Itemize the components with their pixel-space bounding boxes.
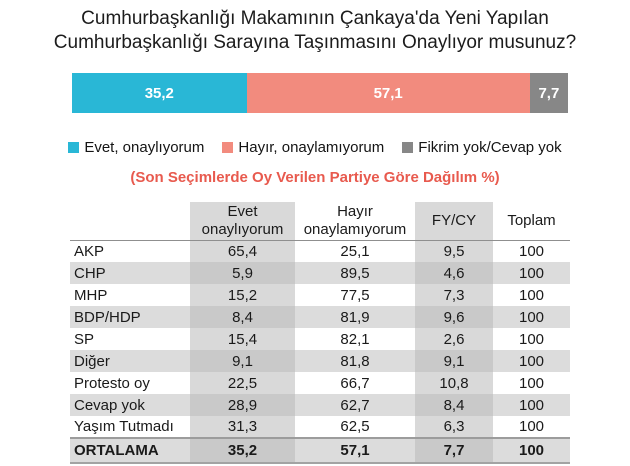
legend-swatch-icon (222, 142, 234, 153)
column-header: Hayır onaylamıyorum (295, 202, 415, 241)
cell-value: 65,4 (190, 240, 295, 262)
table-row: Protesto oy 22,5 66,7 10,8 100 (70, 372, 570, 394)
cell-value: 100 (518, 242, 545, 260)
cell-value: 31,3 (190, 416, 295, 438)
row-label: Diğer (70, 350, 190, 372)
cell-value: 8,4 (415, 394, 493, 416)
legend-swatch-icon (68, 142, 80, 153)
column-header: Toplam (493, 202, 570, 241)
results-table: Evet onaylıyorum Hayır onaylamıyorum FY/CY… (70, 202, 570, 464)
page-title-line1: Cumhurbaşkanlığı Makamının Çankaya'da Ye… (81, 8, 549, 29)
legend: Evet, onaylıyorum Hayır, onaylamıyorum Fik… (0, 139, 630, 156)
cell-value: 8,4 (190, 306, 295, 328)
bar-segment-fikrim-yok: 7,7 (529, 73, 568, 113)
table-row-total: ORTALAMA 35,2 57,1 7,7 100 (70, 437, 570, 464)
cell-value: 2,6 (415, 328, 493, 350)
row-label: BDP/HDP (70, 306, 190, 328)
legend-item-fikrim-yok: Fikrim yok/Cevap yok (402, 139, 562, 156)
cell-value: 62,7 (295, 394, 415, 416)
table-row: MHP 15,2 77,5 7,3 100 (70, 284, 570, 306)
legend-label: Evet, onaylıyorum (84, 139, 205, 156)
bar-value-label: 35,2 (144, 84, 174, 102)
row-label: Yaşım Tutmadı (74, 418, 174, 435)
bar-segment-hayir: 57,1 (246, 73, 530, 113)
cell-value: 77,5 (340, 286, 370, 304)
cell-value: 89,5 (295, 262, 415, 284)
legend-label: Fikrim yok/Cevap yok (418, 139, 562, 156)
cell-value: 9,1 (415, 350, 493, 372)
cell-value: 81,9 (295, 306, 415, 328)
legend-item-evet: Evet, onaylıyorum (68, 139, 204, 156)
column-header (70, 202, 190, 241)
row-label: MHP (74, 286, 108, 304)
cell-value: 6,3 (415, 416, 493, 438)
cell-value: 22,5 (190, 372, 295, 394)
cell-value: 100 (518, 374, 545, 392)
table-header-row: Evet onaylıyorum Hayır onaylamıyorum FY/CY… (70, 202, 570, 241)
column-header: FY/CY (415, 202, 493, 241)
cell-value: 100 (518, 330, 545, 348)
row-label: CHP (70, 262, 190, 284)
cell-value: 9,6 (415, 306, 493, 328)
cell-value: 100 (518, 286, 545, 304)
cell-value: 7,3 (415, 284, 493, 306)
legend-item-hayir: Hayır, onaylamıyorum (222, 139, 384, 156)
row-label: Protesto oy (74, 374, 150, 392)
column-header: Evet onaylıyorum (190, 202, 295, 241)
row-label: Cevap yok (70, 394, 190, 416)
page-title: Cumhurbaşkanlığı Makamının Çankaya'da Ye… (0, 7, 630, 55)
page-title-line2: Cumhurbaşkanlığı Sarayına Taşınmasını On… (53, 32, 577, 53)
table-row: Diğer 9,1 81,8 9,1 100 (70, 350, 570, 372)
stacked-bar: 35,2 57,1 7,7 (72, 73, 568, 113)
cell-value: 28,9 (190, 394, 295, 416)
cell-value: 100 (493, 350, 570, 372)
table-row: CHP 5,9 89,5 4,6 100 (70, 262, 570, 284)
cell-value: 9,1 (190, 350, 295, 372)
bar-value-label: 57,1 (373, 84, 403, 102)
table-row: SP 15,4 82,1 2,6 100 (70, 328, 570, 350)
table-row: Cevap yok 28,9 62,7 8,4 100 (70, 394, 570, 416)
row-label: AKP (74, 242, 105, 260)
bar-segment-evet: 35,2 (72, 73, 247, 113)
cell-value: 82,1 (340, 330, 370, 348)
table-row: BDP/HDP 8,4 81,9 9,6 100 (70, 306, 570, 328)
cell-value: 66,7 (340, 374, 370, 392)
legend-label: Hayır, onaylamıyorum (238, 139, 385, 156)
bar-value-label: 7,7 (538, 84, 560, 102)
cell-value: 25,1 (340, 242, 370, 260)
cell-value: 100 (493, 394, 570, 416)
cell-value: 100 (518, 418, 545, 435)
table-row: Yaşım Tutmadı 31,3 62,5 6,3 100 (70, 416, 570, 438)
cell-value: 15,4 (190, 328, 295, 350)
legend-swatch-icon (402, 142, 414, 153)
cell-value: 10,8 (415, 372, 493, 394)
results-table-wrap: Evet onaylıyorum Hayır onaylamıyorum FY/CY… (70, 202, 570, 464)
cell-value: 7,7 (415, 437, 493, 464)
row-label: SP (74, 330, 95, 348)
cell-value: 62,5 (340, 418, 370, 435)
cell-value: 5,9 (190, 262, 295, 284)
table-row: AKP 65,4 25,1 9,5 100 (70, 240, 570, 262)
cell-value: 100 (493, 262, 570, 284)
cell-value: 100 (493, 306, 570, 328)
cell-value: 81,8 (295, 350, 415, 372)
cell-value: 15,2 (190, 284, 295, 306)
table-subtitle: (Son Seçimlerde Oy Verilen Partiye Göre … (130, 169, 500, 186)
cell-value: 4,6 (415, 262, 493, 284)
row-label: ORTALAMA (70, 437, 190, 464)
cell-value: 100 (493, 437, 570, 464)
cell-value: 9,5 (415, 240, 493, 262)
cell-value: 57,1 (295, 437, 415, 464)
cell-value: 35,2 (190, 437, 295, 464)
table-body: AKP 65,4 25,1 9,5 100 CHP 5,9 89,5 4,6 100 MHP 15,2… (70, 240, 570, 464)
